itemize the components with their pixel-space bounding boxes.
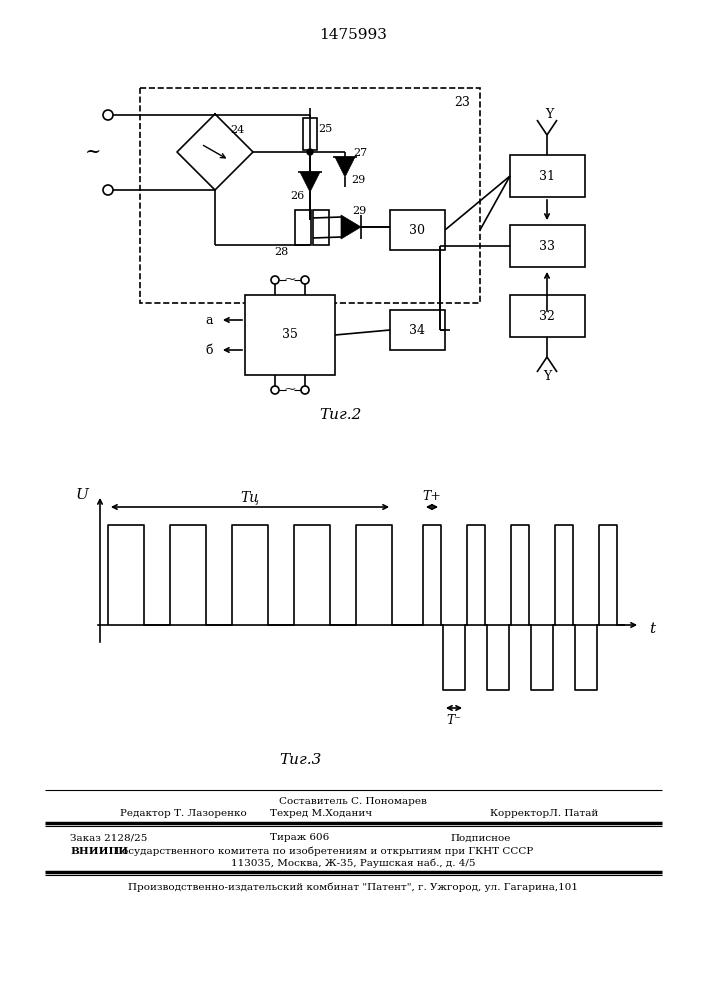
Text: Государственного комитета по изобретениям и открытиям при ГКНТ СССР: Государственного комитета по изобретения…	[112, 846, 533, 856]
Text: Редактор Т. Лазоренко: Редактор Т. Лазоренко	[120, 810, 247, 818]
Bar	[295, 210, 311, 245]
Text: Заказ 2128/25: Заказ 2128/25	[70, 834, 147, 842]
Text: U: U	[76, 488, 88, 502]
Text: T+: T+	[423, 490, 441, 504]
Circle shape	[307, 149, 313, 155]
Text: Тц: Тц	[240, 490, 259, 504]
Text: 34: 34	[409, 324, 425, 336]
Bar	[510, 225, 585, 267]
Text: 26: 26	[290, 191, 304, 201]
Bar	[510, 155, 585, 197]
Bar	[140, 88, 480, 303]
Text: ~: ~	[284, 383, 296, 397]
Polygon shape	[335, 157, 355, 177]
Text: 28: 28	[274, 247, 288, 257]
Text: 29: 29	[352, 206, 366, 216]
Text: 29: 29	[351, 175, 365, 185]
Text: Подписное: Подписное	[450, 834, 510, 842]
Text: КорректорЛ. Патай: КорректорЛ. Патай	[490, 810, 598, 818]
Bar	[313, 210, 329, 245]
Bar	[303, 118, 317, 150]
Text: Составитель С. Пономарев: Составитель С. Пономарев	[279, 798, 427, 806]
Polygon shape	[341, 215, 361, 239]
Text: 30: 30	[409, 224, 425, 236]
Text: Производственно-издательский комбинат "Патент", г. Ужгород, ул. Гагарина,101: Производственно-издательский комбинат "П…	[128, 882, 578, 892]
Text: 25: 25	[318, 124, 332, 134]
Text: 24: 24	[230, 125, 244, 135]
Bar	[390, 310, 445, 350]
Bar	[390, 210, 445, 250]
Text: 113035, Москва, Ж-35, Раушская наб., д. 4/5: 113035, Москва, Ж-35, Раушская наб., д. …	[230, 858, 475, 868]
Bar	[245, 295, 335, 375]
Text: 1475993: 1475993	[319, 28, 387, 42]
Text: Τиг.2: Τиг.2	[319, 408, 361, 422]
Bar	[510, 295, 585, 337]
Text: Техред М.Ходанич: Техред М.Ходанич	[270, 810, 372, 818]
Text: Y: Y	[543, 370, 551, 383]
Text: 23: 23	[454, 96, 470, 108]
Text: ~: ~	[284, 273, 296, 287]
Text: Τиг.3: Τиг.3	[279, 753, 321, 767]
Text: б: б	[206, 344, 213, 357]
Text: T⁻: T⁻	[447, 714, 462, 726]
Text: 31: 31	[539, 169, 555, 182]
Text: 35: 35	[282, 328, 298, 342]
Text: 32: 32	[539, 310, 555, 322]
Text: Тираж 606: Тираж 606	[270, 834, 329, 842]
Text: 27: 27	[353, 148, 367, 158]
Text: t: t	[649, 622, 655, 636]
Text: Y: Y	[545, 108, 553, 121]
Text: а: а	[206, 314, 213, 326]
Polygon shape	[300, 172, 320, 192]
Text: ~: ~	[85, 143, 101, 161]
Text: 33: 33	[539, 239, 555, 252]
Text: ВНИИПИ: ВНИИПИ	[70, 846, 128, 856]
